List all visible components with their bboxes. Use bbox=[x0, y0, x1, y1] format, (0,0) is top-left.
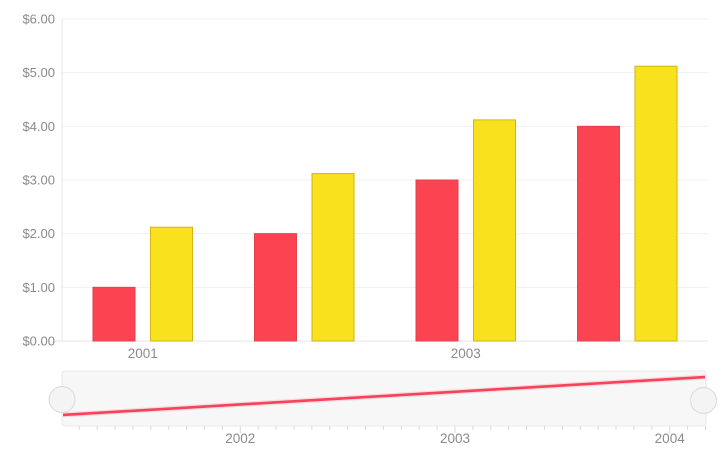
navigator-handle-right[interactable] bbox=[690, 387, 717, 414]
bar-yellow-2003[interactable] bbox=[473, 119, 516, 342]
bar-red-2001[interactable] bbox=[92, 286, 136, 342]
bar-red-2003[interactable] bbox=[415, 179, 459, 342]
bar-yellow-2002[interactable] bbox=[311, 173, 355, 342]
y-axis-label: $1.00 bbox=[22, 280, 55, 295]
y-axis-label: $2.00 bbox=[22, 226, 55, 241]
navigator-handle-left[interactable] bbox=[48, 386, 76, 413]
navigator-track[interactable] bbox=[61, 370, 707, 427]
x-axis-label-2001: 2001 bbox=[128, 346, 158, 361]
x-axis-label-2003: 2003 bbox=[451, 346, 481, 361]
bar-yellow-2004[interactable] bbox=[634, 65, 678, 342]
bar-yellow-2001[interactable] bbox=[150, 226, 193, 342]
y-axis-label: $5.00 bbox=[22, 65, 55, 80]
y-axis-label: $0.00 bbox=[22, 334, 55, 349]
y-axis-label: $3.00 bbox=[22, 173, 55, 188]
bar-red-2004[interactable] bbox=[577, 125, 620, 342]
y-axis-label: $4.00 bbox=[22, 119, 55, 134]
navigator-axis-label-2004: 2004 bbox=[655, 431, 686, 446]
navigator-axis-label-2003: 2003 bbox=[440, 431, 470, 446]
navigator-axis-label-2002: 2002 bbox=[225, 431, 255, 446]
navigator-preview-line bbox=[63, 375, 705, 417]
bar-red-2002[interactable] bbox=[254, 233, 297, 342]
y-axis-label: $6.00 bbox=[22, 12, 55, 27]
